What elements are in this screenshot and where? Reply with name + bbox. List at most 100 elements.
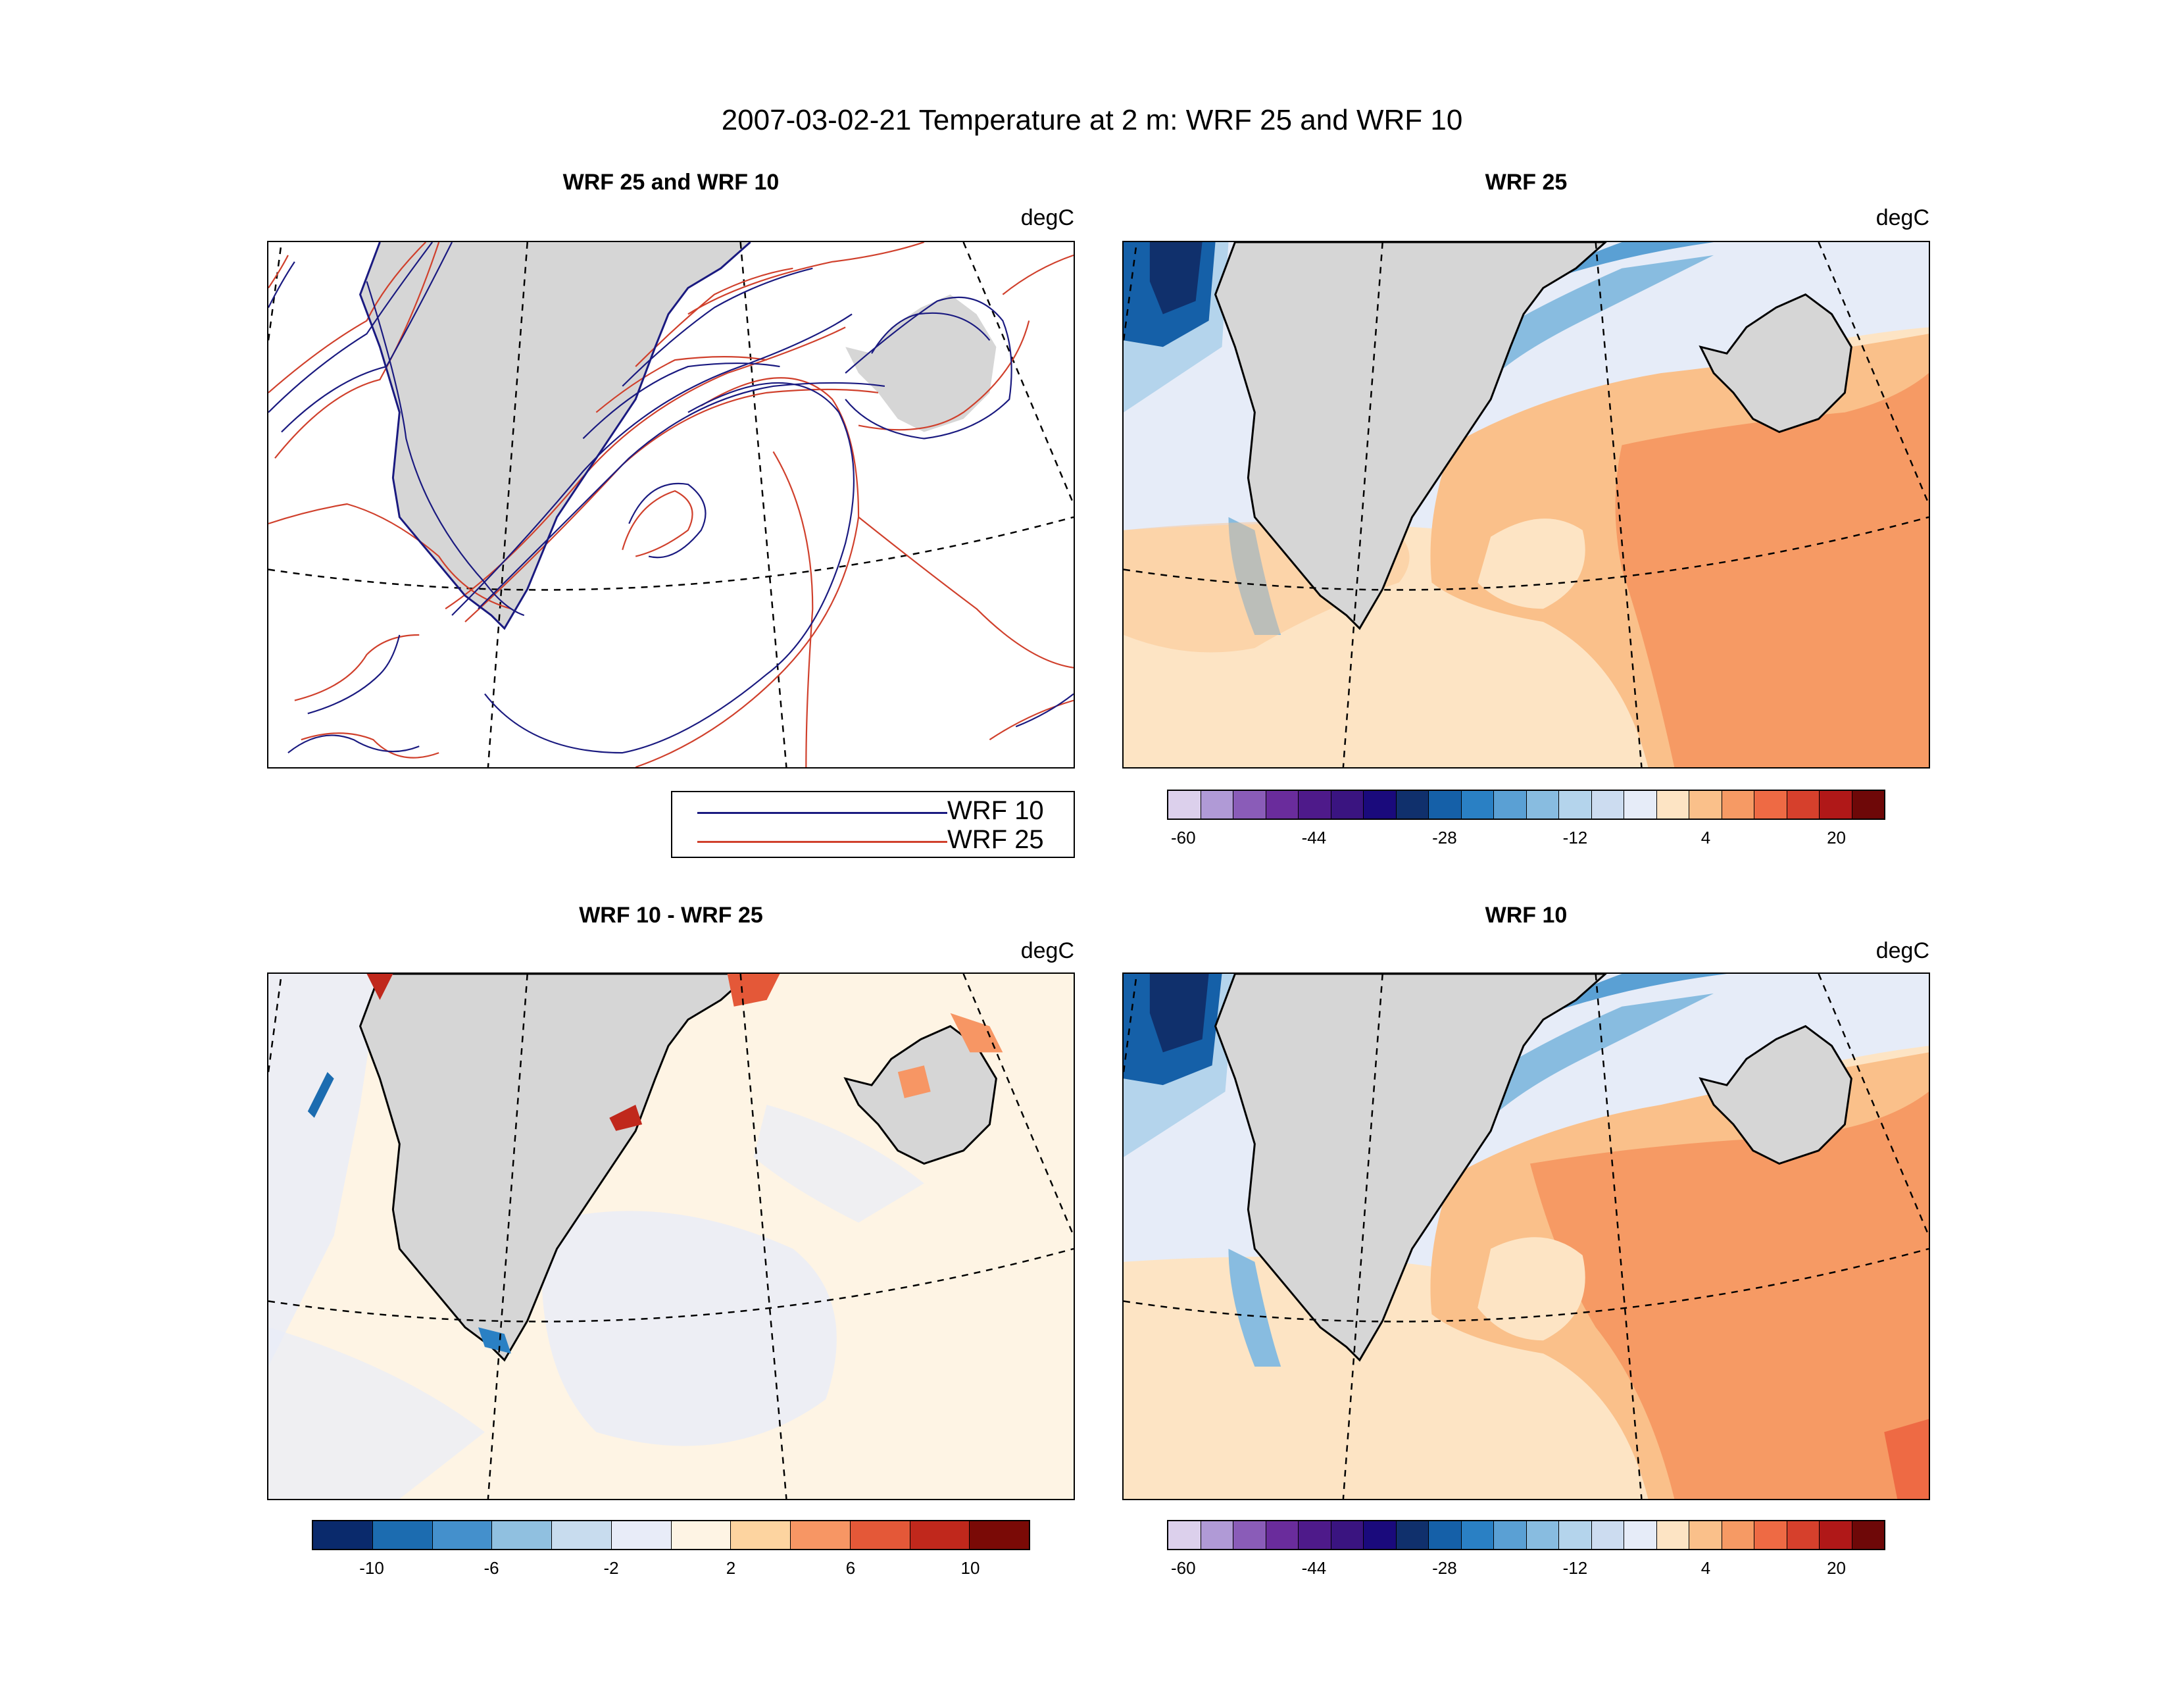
graticule [268, 242, 1074, 767]
colorbar-swatch [1299, 791, 1331, 819]
land-iceland [845, 294, 997, 432]
colorbar-swatch [1689, 791, 1722, 819]
colorbar-swatch [1429, 791, 1462, 819]
colorbar-swatch [1624, 1521, 1657, 1549]
colorbar-tick-label: -60 [1171, 1558, 1196, 1578]
colorbar-swatch [1820, 1521, 1852, 1549]
colorbar-swatch [1396, 1521, 1429, 1549]
colorbar-tick-label: -44 [1301, 828, 1327, 847]
colorbar-swatch [1656, 1521, 1689, 1549]
land-iceland [1699, 293, 1852, 434]
colorbar-swatch [1429, 1521, 1462, 1549]
legend-label-wrf10: WRF 10 [947, 796, 1044, 825]
colorbar-swatch [1591, 1521, 1624, 1549]
colorbar-swatch [1233, 1521, 1266, 1549]
colorbar-swatch [1591, 791, 1624, 819]
map-contour-svg [268, 242, 1074, 767]
colorbar-swatch [1168, 1521, 1201, 1549]
line-legend: WRF 10 WRF 25 [671, 791, 1075, 858]
colorbar-swatch [1559, 1521, 1592, 1549]
map-diff [267, 972, 1075, 1500]
colorbar-swatch [1820, 791, 1852, 819]
colorbar-labels-temperature-bottom: -60 -44 -28 -12 4 20 [1167, 1558, 1885, 1579]
colorbar-swatch [1364, 791, 1397, 819]
contours-wrf25 [268, 242, 1074, 767]
colorbar-tick-label: 6 [845, 1558, 856, 1578]
legend-label-wrf25: WRF 25 [947, 825, 1044, 854]
figure-title: 2007-03-02-21 Temperature at 2 m: WRF 25… [721, 104, 1463, 136]
colorbar-tick-label: -60 [1171, 828, 1196, 847]
graticule [268, 974, 1074, 1499]
colorbar-tick-label: -12 [1562, 1558, 1588, 1578]
map-wrf10-svg [1124, 974, 1929, 1499]
colorbar-swatch [791, 1521, 851, 1549]
map-wrf25-svg [1124, 242, 1929, 767]
colorbar-swatch [671, 1521, 732, 1549]
colorbar-temperature-top [1167, 790, 1885, 820]
colorbar-swatch [1266, 791, 1299, 819]
colorbar-tick-label: 4 [1700, 828, 1711, 847]
colorbar-labels-difference: -10 -6 -2 2 6 10 [312, 1558, 1030, 1579]
colorbar-swatch [1754, 791, 1787, 819]
colorbar-swatch [372, 1521, 433, 1549]
panel-title-contour: WRF 25 and WRF 10 [562, 170, 780, 195]
colorbar-tick-label: -10 [359, 1558, 384, 1578]
colorbar-swatch [1689, 1521, 1722, 1549]
colorbar-tick-label: -28 [1432, 828, 1457, 847]
colorbar-swatch [1461, 791, 1494, 819]
colorbar-tick-label: -44 [1301, 1558, 1327, 1578]
colorbar-swatch [1787, 791, 1820, 819]
colorbar-labels-temperature-top: -60 -44 -28 -12 4 20 [1167, 828, 1885, 849]
colorbar-swatch [1331, 1521, 1364, 1549]
land-greenland [1214, 974, 1607, 1362]
colorbar-swatch [1722, 791, 1754, 819]
land-greenland [1214, 242, 1607, 630]
colorbar-swatch [1624, 791, 1657, 819]
land-greenland [359, 974, 752, 1362]
colorbar-difference [312, 1520, 1030, 1550]
panel-title-diff: WRF 10 - WRF 25 [579, 903, 763, 928]
colorbar-swatch [1233, 791, 1266, 819]
colorbar-swatch [1722, 1521, 1754, 1549]
colorbar-tick-label: -2 [603, 1558, 619, 1578]
colorbar-swatch [492, 1521, 552, 1549]
colorbar-swatch [1266, 1521, 1299, 1549]
graticule [1124, 974, 1929, 1499]
units-label-diff: degC [1020, 938, 1074, 963]
colorbar-swatch [552, 1521, 612, 1549]
units-label-wrf10: degC [1875, 938, 1929, 963]
colorbar-swatch [1461, 1521, 1494, 1549]
contours-wrf10 [268, 242, 1074, 754]
colorbar-tick-label: -6 [484, 1558, 499, 1578]
map-wrf10 [1122, 972, 1930, 1500]
colorbar-tick-label: 4 [1700, 1558, 1711, 1578]
colorbar-swatch [1168, 791, 1201, 819]
colorbar-swatch [1494, 791, 1527, 819]
colorbar-swatch [1787, 1521, 1820, 1549]
colorbar-swatch [1526, 791, 1559, 819]
colorbar-swatch [1494, 1521, 1527, 1549]
colorbar-swatch [850, 1521, 910, 1549]
colorbar-swatch [1526, 1521, 1559, 1549]
colorbar-swatch [1656, 791, 1689, 819]
land-greenland [360, 242, 751, 629]
colorbar-swatch [1396, 791, 1429, 819]
colorbar-swatch [313, 1521, 373, 1549]
graticule [1124, 242, 1929, 767]
colorbar-swatch [1201, 791, 1233, 819]
difference-highlights [307, 974, 1003, 1354]
map-wrf25 [1122, 241, 1930, 769]
colorbar-swatch [1201, 1521, 1233, 1549]
coastline-greenland [359, 242, 751, 630]
colorbar-swatch [1364, 1521, 1397, 1549]
colorbar-tick-label: 10 [960, 1558, 980, 1578]
colorbar-swatch [1852, 791, 1884, 819]
colorbar-swatch [970, 1521, 1029, 1549]
units-label-contour: degC [1020, 205, 1074, 230]
legend-line-wrf25 [697, 841, 947, 843]
colorbar-swatch [1299, 1521, 1331, 1549]
colorbar-tick-label: 20 [1827, 1558, 1846, 1578]
colorbar-swatch [1852, 1521, 1884, 1549]
colorbar-tick-label: -12 [1562, 828, 1588, 847]
colorbar-tick-label: -28 [1432, 1558, 1457, 1578]
